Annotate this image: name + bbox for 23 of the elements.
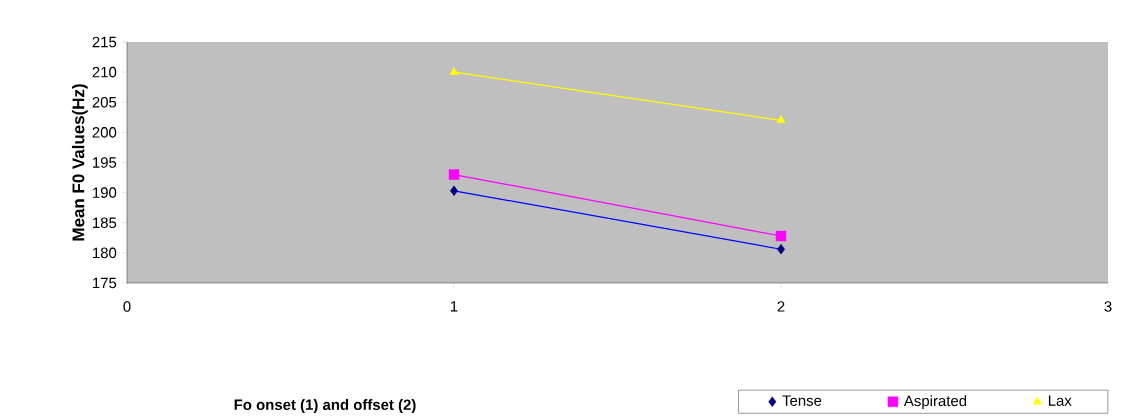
- y-tick-label: 205: [92, 96, 117, 108]
- x-tick-label: 0: [123, 301, 131, 312]
- x-tick-label: 1: [450, 301, 458, 312]
- legend-label: Aspirated: [903, 395, 967, 410]
- y-tick-label: 185: [93, 217, 117, 229]
- y-tick-label: 180: [93, 247, 117, 259]
- point: [777, 244, 785, 255]
- y-tick-label: 190: [93, 187, 117, 198]
- x-tick-label: 3: [1104, 301, 1112, 312]
- y-axis-title: Mean F0 Values(Hz): [71, 84, 88, 241]
- point: [776, 115, 786, 124]
- y-tick-label: 215: [92, 36, 117, 48]
- legend-label: Tense: [782, 395, 822, 406]
- y-tick-label: 210: [92, 66, 117, 78]
- point: [448, 169, 460, 180]
- point: [775, 230, 787, 242]
- legend-label: Lax: [1048, 395, 1072, 406]
- y-tick-label: 175: [93, 277, 117, 289]
- y-tick-label: 200: [92, 127, 117, 138]
- y-tick-label: 195: [93, 157, 117, 168]
- x-tick-label: 2: [777, 301, 785, 312]
- point: [449, 66, 459, 75]
- text: Fo onset (1) and offset (2): [234, 399, 416, 413]
